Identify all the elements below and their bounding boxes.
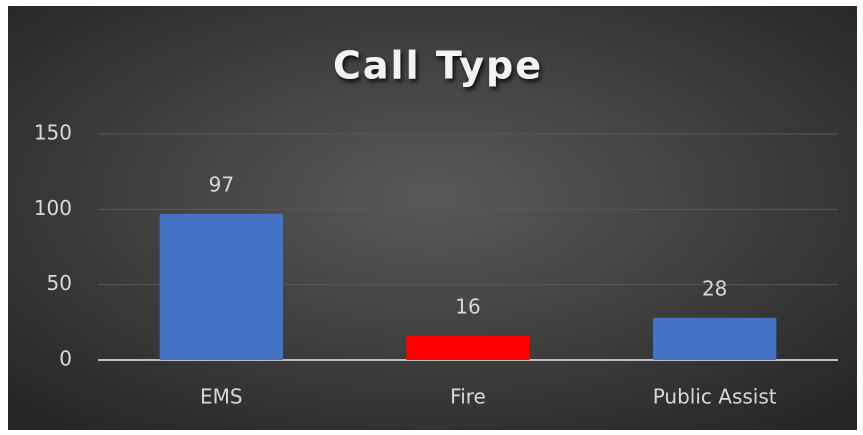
y-tick-label: 150 (34, 121, 72, 145)
y-tick-label: 0 (59, 347, 72, 371)
chart-title: Call Type (333, 44, 543, 88)
x-tick-label: EMS (200, 385, 243, 409)
bar (159, 213, 283, 360)
bar (406, 335, 530, 360)
y-tick-label: 100 (34, 196, 72, 220)
bar (653, 317, 777, 360)
y-tick-label: 50 (47, 271, 72, 295)
data-label: 97 (209, 172, 234, 196)
data-label: 28 (702, 276, 727, 300)
x-tick-label: Public Assist (653, 385, 777, 409)
data-label: 16 (455, 294, 480, 318)
x-tick-label: Fire (450, 385, 486, 409)
